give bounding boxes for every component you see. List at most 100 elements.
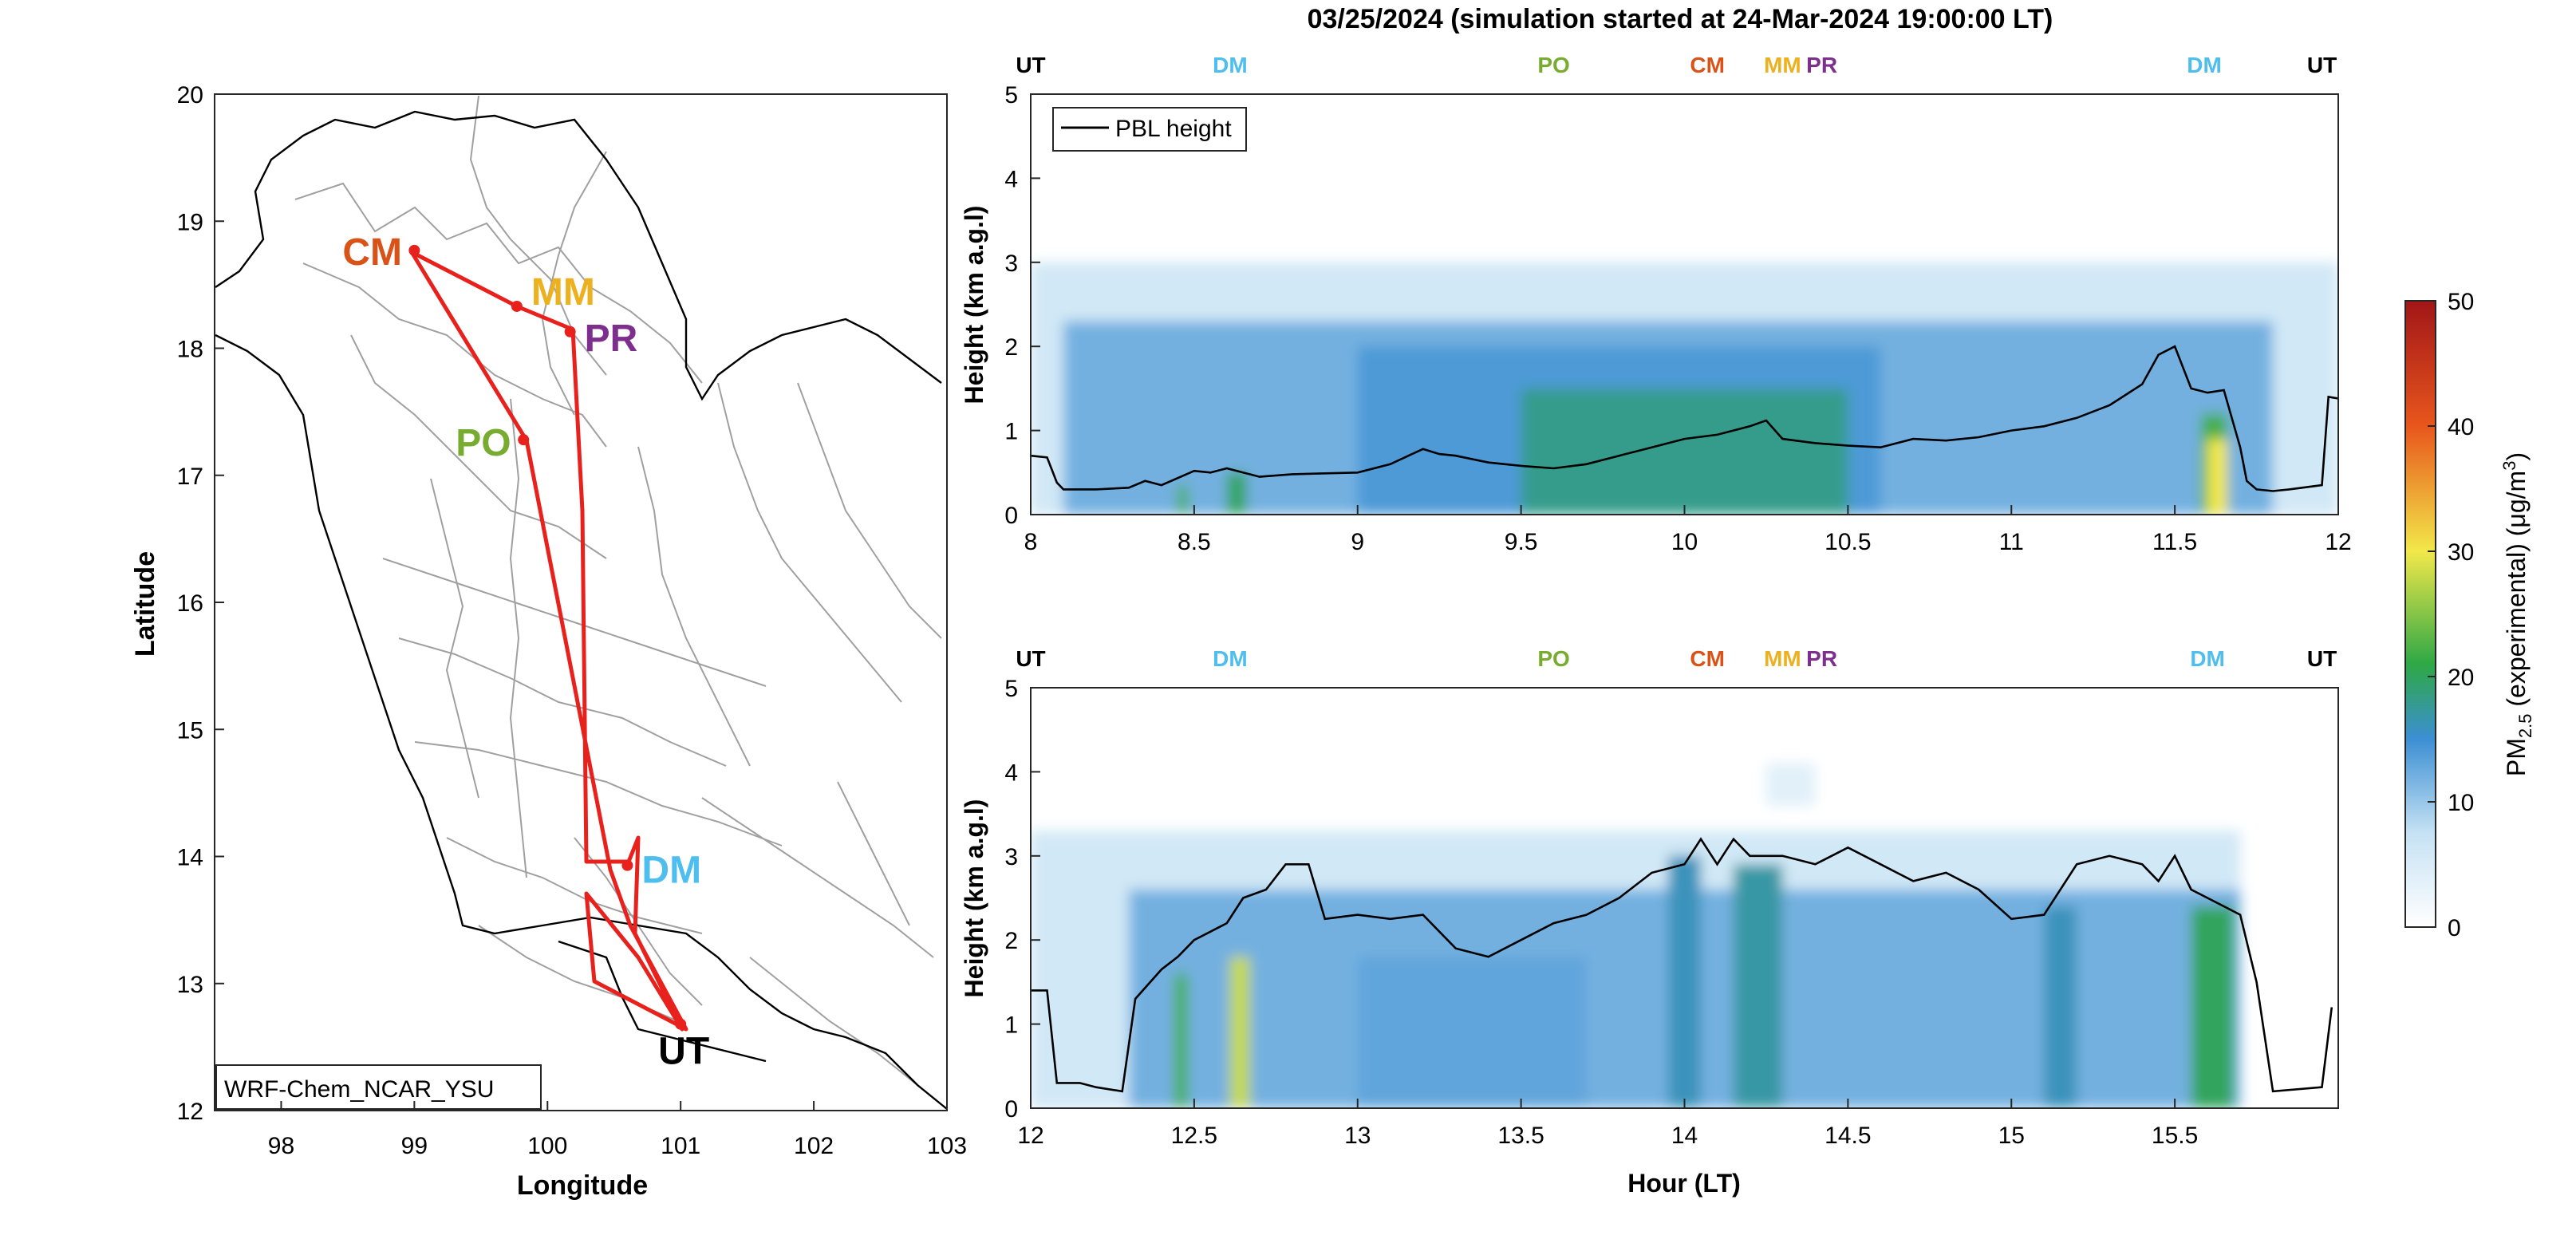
colorbar-tick-label: 40 — [2448, 414, 2474, 440]
station-marker — [518, 434, 530, 446]
station-marker-label: DM — [2190, 646, 2225, 671]
station-marker-label: UT — [1016, 646, 1045, 671]
xtick-label: 8 — [1024, 529, 1038, 555]
map-station-label: UT — [658, 1031, 709, 1073]
map-xtick-label: 98 — [268, 1133, 294, 1159]
pm25-band — [2191, 906, 2234, 1108]
station-marker — [621, 859, 633, 871]
xtick-label: 9.5 — [1505, 529, 1538, 555]
colorbar-label: PM2.5 (experimental) (μg/m3) — [2499, 452, 2535, 776]
pbl-line-top — [1031, 345, 2338, 492]
pm25-band — [1668, 855, 1701, 1108]
map-station-label: PO — [456, 422, 511, 464]
pm25-band — [1765, 763, 1816, 806]
ytick-label: 4 — [1004, 166, 1018, 192]
ytick-label: 5 — [1004, 82, 1018, 109]
map-ytick-label: 12 — [177, 1099, 203, 1125]
map-axes-box — [214, 93, 948, 1111]
station-marker-label: DM — [1213, 53, 1248, 77]
station-marker-label: CM — [1690, 646, 1725, 671]
station-marker-label: MM — [1764, 53, 1801, 77]
ytick-label: 3 — [1004, 844, 1018, 870]
ytick-label: 0 — [1004, 1096, 1018, 1123]
xtick-label: 15 — [1998, 1123, 2025, 1149]
map-ytick-label: 13 — [177, 972, 203, 998]
map-xlabel: Longitude — [517, 1170, 648, 1201]
panel-bottom-xlabel: Hour (LT) — [1627, 1169, 1741, 1198]
station-marker-label: PR — [1806, 53, 1837, 77]
map-xtick-label: 102 — [794, 1133, 834, 1159]
map-station-label: PR — [585, 318, 638, 360]
station-marker-label: PO — [1537, 646, 1569, 671]
station-marker-label: PO — [1537, 53, 1569, 77]
map-ytick-label: 14 — [177, 845, 203, 871]
pm25-band — [1229, 957, 1250, 1108]
station-marker-label: PR — [1806, 646, 1837, 671]
pm25-band — [1174, 973, 1188, 1108]
map-ylabel: Latitude — [130, 551, 160, 657]
ytick-label: 2 — [1004, 334, 1018, 361]
ytick-label: 2 — [1004, 928, 1018, 954]
pm25-band — [1357, 957, 1587, 1108]
map-xtick-label: 101 — [661, 1133, 700, 1159]
colorbar-tick-label: 0 — [2448, 915, 2461, 941]
colorbar-gradient — [2404, 300, 2436, 928]
station-marker — [564, 326, 576, 337]
map-ytick-label: 15 — [177, 717, 203, 744]
pbl-line-bottom — [1031, 837, 2333, 1093]
map-xtick-label: 103 — [927, 1133, 967, 1159]
xtick-label: 15.5 — [2152, 1123, 2198, 1149]
station-marker-label: CM — [1690, 53, 1725, 77]
map-station-label: DM — [641, 850, 701, 892]
colorbar-tick-label: 10 — [2448, 790, 2474, 816]
colorbar-tick-label: 20 — [2448, 665, 2474, 691]
colorbar-tick-label: 30 — [2448, 539, 2474, 566]
pm25-band — [1733, 864, 1783, 1108]
panel-top-ylabel: Height (km a.g.l) — [960, 206, 988, 404]
model-label-box — [215, 1064, 542, 1110]
map-ytick-label: 17 — [177, 464, 203, 490]
station-marker-label: UT — [2307, 53, 2337, 77]
station-marker-label: UT — [1016, 53, 1045, 77]
xtick-label: 12 — [2325, 529, 2351, 555]
xtick-label: 12.5 — [1171, 1123, 1217, 1149]
map-xtick-label: 100 — [527, 1133, 567, 1159]
pm25-band — [2207, 439, 2227, 515]
map-station-label: CM — [342, 231, 402, 274]
xtick-label: 12 — [1017, 1123, 1043, 1149]
station-marker-label: UT — [2307, 646, 2337, 671]
xtick-label: 10 — [1671, 529, 1698, 555]
legend-label: PBL height — [1115, 116, 1232, 142]
map-ytick-label: 19 — [177, 209, 203, 235]
colorbar-tick-label: 50 — [2448, 289, 2474, 315]
xtick-label: 11 — [1999, 529, 2024, 555]
map-boundaries — [215, 95, 947, 1110]
map-ytick-label: 18 — [177, 337, 203, 363]
station-marker-label: DM — [2187, 53, 2222, 77]
xtick-label: 10.5 — [1825, 529, 1871, 555]
station-marker-label: MM — [1764, 646, 1801, 671]
colorbar: 0 10 20 30 40 50 PM2.5 (experimental) (μg/m3) — [2404, 289, 2535, 941]
xtick-label: 13.5 — [1497, 1123, 1544, 1149]
ytick-label: 3 — [1004, 251, 1018, 277]
legend: PBL height — [1052, 107, 1247, 152]
panel-bottom-ylabel: Height (km a.g.l) — [960, 799, 988, 998]
figure-title: 03/25/2024 (simulation started at 24-Mar… — [1308, 4, 2053, 34]
ytick-label: 1 — [1004, 419, 1018, 445]
map-route — [408, 244, 688, 1032]
station-marker-label: DM — [1213, 646, 1248, 671]
ytick-label: 4 — [1004, 760, 1018, 786]
xtick-label: 9 — [1351, 529, 1364, 555]
ytick-label: 0 — [1004, 503, 1018, 529]
pm25-band — [1178, 485, 1188, 515]
pm25-band — [2044, 906, 2077, 1108]
station-marker — [675, 1018, 687, 1030]
station-marker — [511, 300, 523, 312]
xtick-label: 8.5 — [1178, 529, 1211, 555]
ytick-label: 1 — [1004, 1012, 1018, 1039]
xtick-label: 13 — [1344, 1123, 1371, 1149]
map-ytick-label: 20 — [177, 82, 203, 109]
map-station-label: MM — [531, 271, 595, 314]
